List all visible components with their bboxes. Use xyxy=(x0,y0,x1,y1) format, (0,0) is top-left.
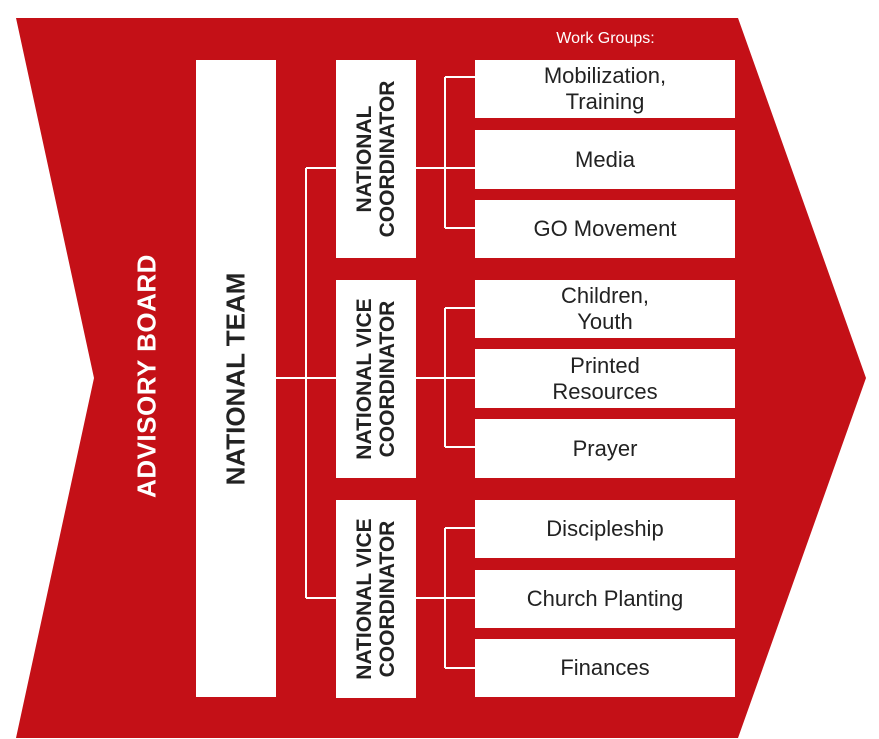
national-coordinator-panel: NATIONAL COORDINATOR xyxy=(336,60,416,258)
work-group-label: Media xyxy=(575,146,635,172)
work-group-box: Church Planting xyxy=(475,570,735,628)
coordinator-label-line: COORDINATOR xyxy=(376,300,399,458)
national-vice-coordinator-panel-2: NATIONAL VICE COORDINATOR xyxy=(336,500,416,698)
national-vice-coordinator-panel-1: NATIONAL VICE COORDINATOR xyxy=(336,280,416,478)
work-group-line: Children, xyxy=(560,283,650,308)
work-group-box: Children, Youth xyxy=(475,280,735,338)
work-group-line: Youth xyxy=(577,309,633,334)
work-group-label: Prayer xyxy=(572,435,638,461)
work-group-box: Media xyxy=(475,130,735,189)
work-groups-title: Work Groups: xyxy=(556,30,655,47)
work-group-label: Discipleship xyxy=(546,516,664,541)
work-group-line: Mobilization, xyxy=(543,63,667,88)
coordinator-label-line: COORDINATOR xyxy=(376,80,399,238)
national-vice-coordinator-label: NATIONAL VICE COORDINATOR xyxy=(353,298,399,459)
coordinator-label-line: COORDINATOR xyxy=(376,520,399,678)
work-group-box: Mobilization, Training xyxy=(475,60,735,118)
work-group-label: Printed Resources xyxy=(552,353,657,405)
national-vice-coordinator-label: NATIONAL VICE COORDINATOR xyxy=(353,518,399,679)
national-team-panel: NATIONAL TEAM xyxy=(196,60,276,697)
work-group-line: Printed xyxy=(570,352,640,378)
work-group-line: Training xyxy=(565,89,645,114)
work-group-box: Prayer xyxy=(475,419,735,478)
work-group-label: Church Planting xyxy=(526,586,684,611)
work-group-label: GO Movement xyxy=(533,216,677,241)
work-group-box: GO Movement xyxy=(475,200,735,258)
work-group-line: Resources xyxy=(552,378,658,404)
advisory-board-label: ADVISORY BOARD xyxy=(131,254,162,498)
work-group-box: Printed Resources xyxy=(475,349,735,408)
national-team-label: NATIONAL TEAM xyxy=(220,272,251,485)
work-group-box: Discipleship xyxy=(475,500,735,558)
work-group-box: Finances xyxy=(475,639,735,697)
coordinator-label-line: NATIONAL VICE xyxy=(353,298,376,460)
national-coordinator-label: NATIONAL COORDINATOR xyxy=(353,81,399,238)
work-group-label: Children, Youth xyxy=(561,283,649,335)
coordinator-label-line: NATIONAL VICE xyxy=(353,518,376,680)
work-group-label: Mobilization, Training xyxy=(544,63,666,115)
coordinator-label-line: NATIONAL xyxy=(353,105,376,213)
work-group-label: Finances xyxy=(560,655,650,680)
